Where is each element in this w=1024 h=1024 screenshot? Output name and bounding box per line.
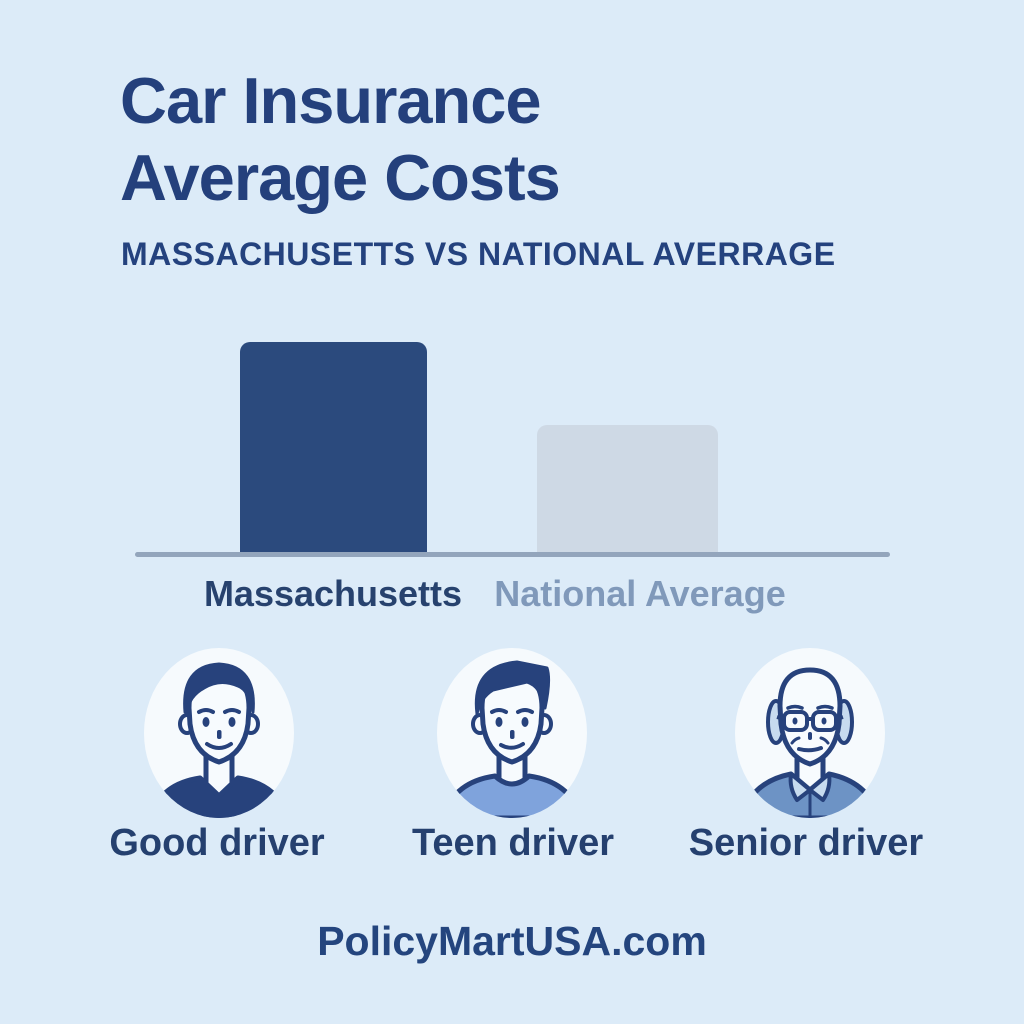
young-man-avatar-icon [147, 662, 291, 818]
young-man-avatar [144, 648, 294, 818]
x-axis-line [135, 552, 890, 557]
bar-national-average [537, 425, 718, 556]
page-title-line2: Average Costs [120, 141, 561, 214]
good-driver-label: Good driver [109, 822, 325, 864]
site-url: PolicyMartUSA.com [317, 918, 707, 964]
elderly-man-glasses-avatar [735, 648, 885, 818]
page-subtitle: MASSACHUSETTS VS NATIONAL AVERRAGE [121, 236, 836, 272]
page-title-line1: Car Insurance [120, 64, 542, 137]
bar-massachusetts [240, 342, 427, 556]
bar-label-national-average: National Average [494, 573, 786, 614]
page-title: Car Insurance Average Costs [120, 62, 561, 216]
senior-driver-label: Senior driver [688, 822, 924, 864]
bar-label-massachusetts: Massachusetts [203, 573, 463, 614]
elderly-man-glasses-avatar-icon [738, 667, 882, 818]
teen-boy-avatar [437, 648, 587, 818]
teen-boy-avatar-icon [440, 660, 584, 818]
teen-driver-label: Teen driver [411, 822, 615, 864]
